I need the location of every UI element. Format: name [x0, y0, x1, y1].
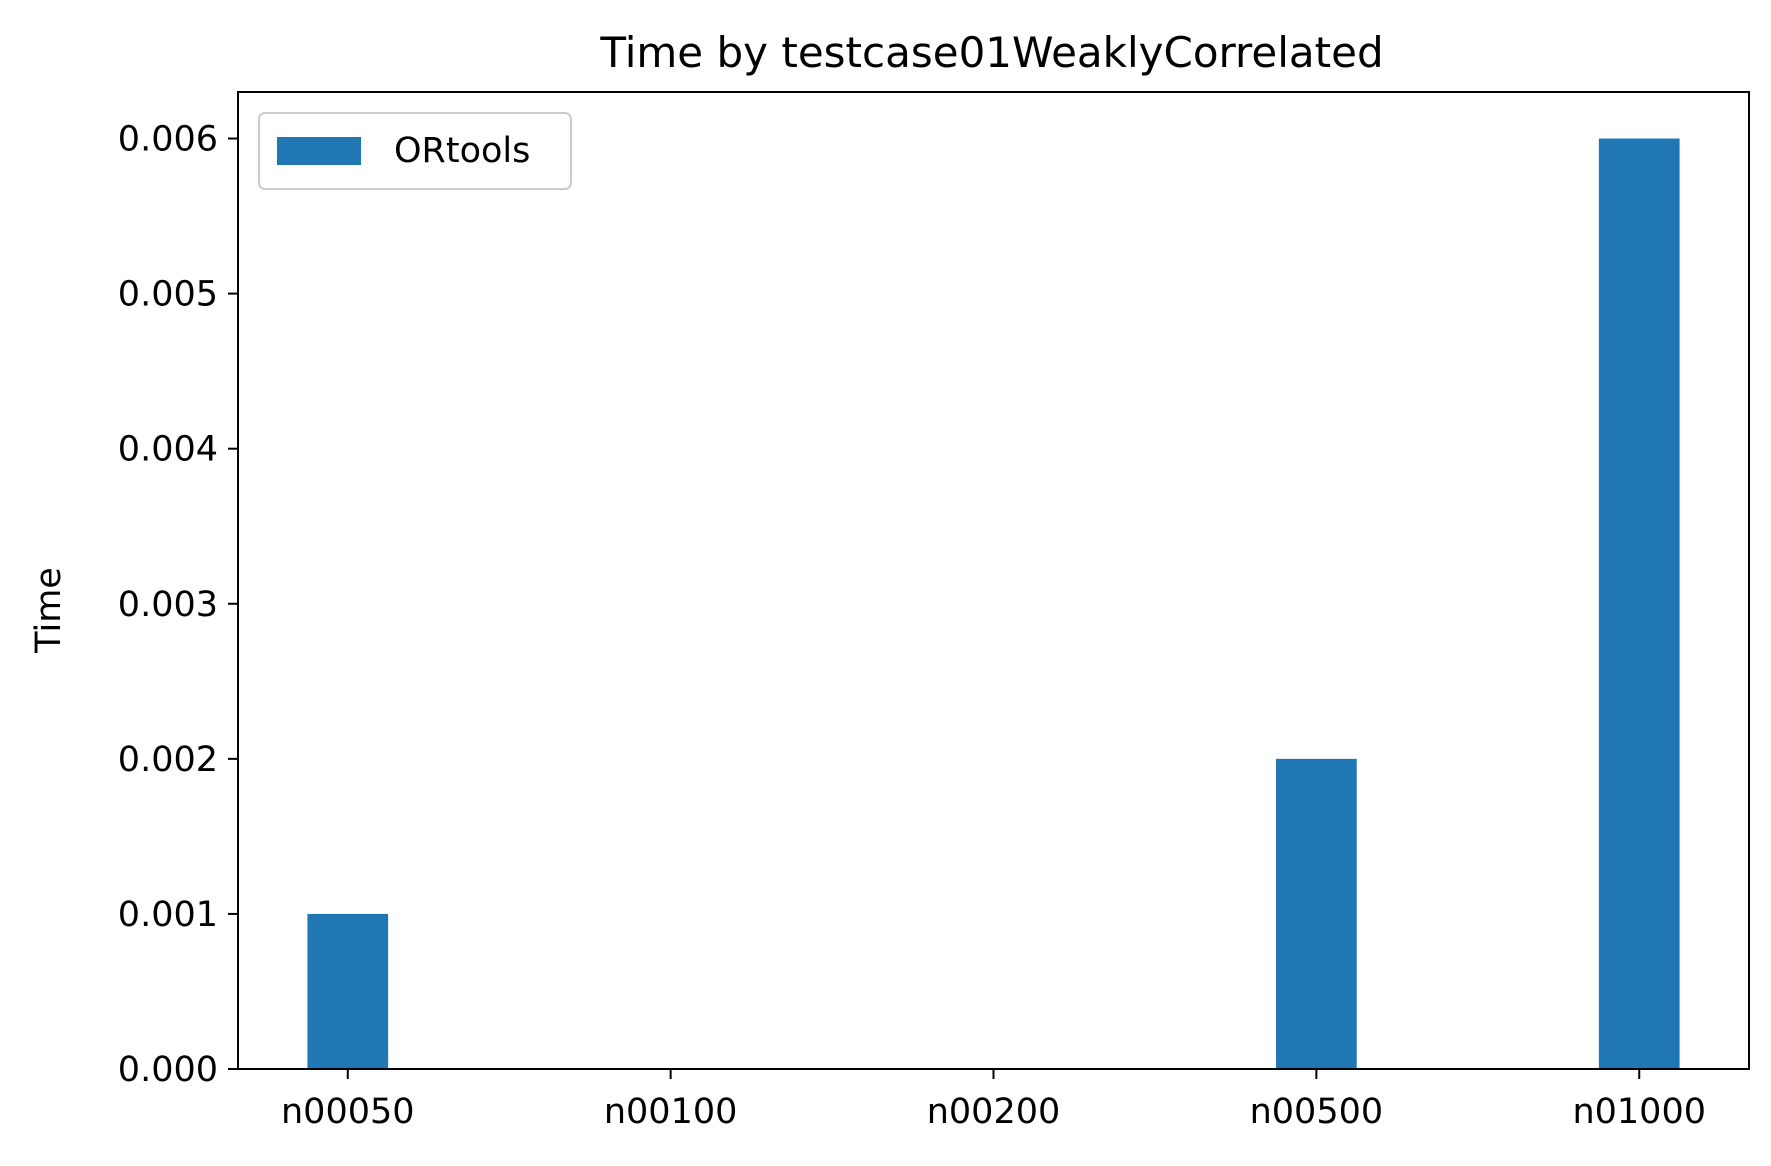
- x-tick-label: n00200: [927, 1092, 1061, 1132]
- chart-title: Time by testcase01WeaklyCorrelated: [599, 28, 1383, 77]
- x-tick-label: n00050: [281, 1092, 415, 1132]
- y-tick-label: 0.001: [118, 895, 218, 935]
- y-axis-ticks: 0.000 0.001 0.002 0.003 0.004 0.005 0.006: [118, 120, 238, 1090]
- y-tick-label: 0.006: [118, 120, 218, 160]
- bars: [307, 138, 1680, 1069]
- x-tick-label: n00500: [1250, 1092, 1384, 1132]
- x-axis-ticks: n00050 n00100 n00200 n00500 n01000: [281, 1069, 1706, 1132]
- legend-label: ORtools: [394, 131, 530, 171]
- legend-box: [258, 112, 572, 190]
- x-tick-label: n01000: [1572, 1092, 1706, 1132]
- x-tick-label: n00100: [604, 1092, 738, 1132]
- y-axis-label: Time: [29, 567, 69, 654]
- y-tick-label: 0.005: [118, 275, 218, 315]
- y-tick-label: 0.004: [118, 430, 218, 470]
- bar-n01000: [1598, 138, 1680, 1069]
- plot-area-frame: [237, 91, 1750, 1070]
- legend: ORtools: [258, 112, 572, 190]
- legend-swatch: [277, 137, 361, 165]
- bar-n00500: [1276, 758, 1357, 1069]
- y-tick-label: 0.002: [118, 740, 218, 780]
- y-tick-label: 0.000: [118, 1050, 218, 1090]
- bar-n00050: [307, 913, 389, 1069]
- y-tick-label: 0.003: [118, 585, 218, 625]
